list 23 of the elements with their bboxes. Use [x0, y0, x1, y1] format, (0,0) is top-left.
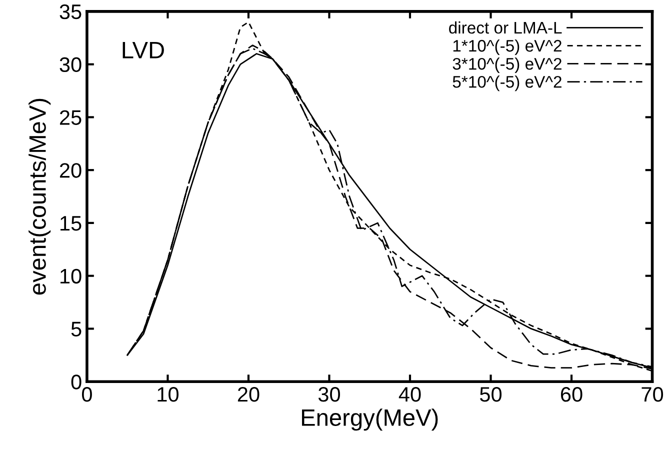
- y-tick-label: 25: [60, 110, 82, 125]
- x-tick-label: 20: [238, 387, 260, 402]
- x-tick-label: 70: [642, 387, 664, 402]
- x-tick-label: 10: [158, 387, 178, 402]
- x-tick-label: 50: [480, 387, 502, 402]
- x-tick-label: 0: [82, 387, 92, 402]
- legend-label: 5*10^(-5) eV^2: [452, 76, 562, 92]
- x-axis-title: Energy(MeV): [302, 408, 438, 431]
- y-tick-label: 15: [60, 216, 82, 231]
- y-tick-label: 5: [71, 322, 82, 336]
- x-tick-label: 30: [318, 387, 340, 402]
- x-tick-label: 40: [398, 387, 421, 402]
- y-tick-label: 0: [71, 374, 82, 390]
- y-tick-label: 35: [60, 4, 82, 20]
- x-tick-label: 60: [560, 387, 582, 402]
- y-tick-label: 30: [60, 57, 82, 72]
- annotation: LVD: [122, 42, 164, 58]
- y-axis-title: event(counts/MeV): [28, 98, 51, 295]
- legend-label: 1*10^(-5) eV^2: [453, 39, 562, 55]
- y-tick-label: 20: [60, 163, 82, 178]
- legend-label: direct or LMA-L: [449, 21, 562, 34]
- legend-label: 3*10^(-5) eV^2: [452, 58, 562, 74]
- y-tick-label: 10: [60, 268, 82, 284]
